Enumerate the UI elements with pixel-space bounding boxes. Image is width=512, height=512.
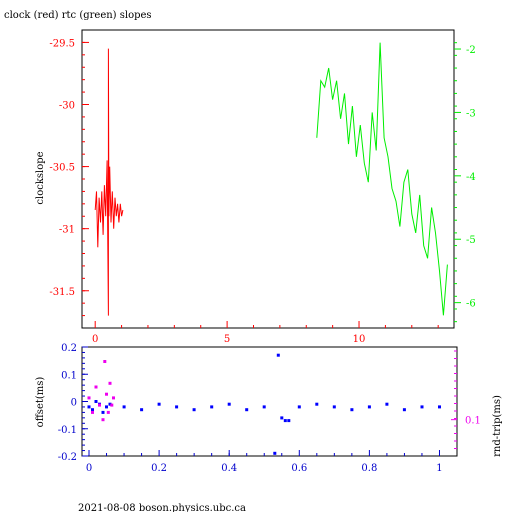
roundtrip-point [103, 360, 107, 363]
bottom-ytick-label: 0 [71, 398, 77, 409]
bottom-ytick-label: -0.2 [58, 452, 77, 463]
offset-point [402, 408, 406, 412]
offset-point [297, 405, 301, 409]
top-ytick-label: -30 [59, 101, 75, 112]
offset-point [367, 405, 371, 409]
top-chart: 0 5 10 -29.5 -30 -30.5 -31 -31.5 -2 -3 -4 -5 -6 cloc… [35, 29, 476, 345]
bottom-xtick-label: 0 [86, 463, 92, 474]
offset-point [94, 400, 98, 403]
offset-point [276, 353, 280, 357]
bottom-ytick-label: -0.1 [58, 425, 77, 436]
top-y2tick-label: -6 [466, 299, 476, 310]
roundtrip-point [87, 396, 91, 400]
roundtrip-point [98, 403, 101, 407]
offset-point [101, 410, 105, 414]
bottom-ylabel: offset(ms) [35, 377, 46, 428]
top-xtick-label: 0 [92, 334, 98, 345]
top-axes: 0 5 10 -29.5 -30 -30.5 -31 -31.5 -2 -3 -4 -5 -6 [49, 38, 475, 345]
top-xtick-label: 5 [224, 334, 230, 345]
offset-point [385, 402, 389, 406]
offset-point [210, 405, 214, 409]
offset-point [287, 419, 291, 423]
top-y2tick-label: -5 [466, 235, 476, 246]
top-y2tick-label: -2 [466, 45, 476, 56]
roundtrip-point [108, 381, 112, 385]
offset-point [332, 405, 336, 409]
bottom-axes: 0 0.2 0.4 0.6 0.8 1 0.2 0.1 0 -0.1 -0.2 0.1 [58, 343, 481, 474]
top-xtick-label: 10 [353, 334, 366, 345]
clock-slope-series [94, 48, 124, 316]
footer-caption: 2021-08-08 boson.physics.ubc.ca [78, 503, 246, 512]
offset-point [157, 402, 161, 406]
bottom-series-layer [87, 353, 441, 455]
offset-point [273, 451, 277, 455]
top-ytick-label: -31.5 [49, 287, 75, 298]
top-ytick-label: -30.5 [49, 163, 75, 174]
bottom-xtick-label: 0.8 [361, 463, 377, 474]
top-y2tick-label: -4 [466, 172, 476, 183]
bottom-y2tick-label: 0.1 [465, 416, 481, 427]
roundtrip-point [112, 396, 115, 400]
roundtrip-point [101, 418, 105, 422]
offset-point [350, 408, 354, 412]
top-series-layer [94, 42, 448, 316]
offset-point [140, 408, 144, 412]
offset-point [227, 402, 231, 406]
bottom-y2label: rnd-trip(ms) [492, 395, 503, 457]
offset-point [315, 402, 319, 406]
offset-point [87, 405, 91, 409]
roundtrip-point [91, 410, 94, 414]
chart-title: clock (red) rtc (green) slopes [4, 10, 152, 21]
offset-point [438, 405, 441, 409]
offset-point [420, 405, 424, 409]
offset-point [245, 408, 249, 412]
roundtrip-point [110, 403, 114, 407]
bottom-xtick-label: 0.2 [151, 463, 167, 474]
rtc-slope-series [316, 42, 448, 316]
bottom-ytick-label: 0.2 [61, 343, 77, 354]
top-y2tick-label: -3 [466, 108, 476, 119]
roundtrip-point [106, 410, 110, 414]
bottom-xtick-label: 0.4 [221, 463, 237, 474]
offset-point [91, 408, 94, 412]
offset-point [262, 405, 266, 409]
offset-point [283, 419, 287, 423]
top-plot-frame [81, 29, 455, 329]
offset-point [108, 402, 112, 406]
top-ylabel: clockslope [35, 151, 46, 204]
bottom-xtick-label: 0.6 [291, 463, 307, 474]
roundtrip-point [105, 392, 108, 396]
bottom-chart: 0 0.2 0.4 0.6 0.8 1 0.2 0.1 0 -0.1 -0.2 0.1 offset(… [35, 343, 503, 474]
offset-point [175, 405, 179, 409]
offset-point [122, 405, 126, 409]
roundtrip-point [94, 385, 98, 389]
bottom-ytick-label: 0.1 [61, 370, 77, 381]
offset-point [280, 416, 284, 420]
bottom-xtick-label: 1 [436, 463, 442, 474]
top-ytick-label: -29.5 [49, 38, 75, 49]
offset-point [192, 408, 196, 412]
top-ytick-label: -31 [59, 225, 75, 236]
bottom-plot-frame [81, 346, 458, 457]
offset-point [105, 405, 108, 409]
